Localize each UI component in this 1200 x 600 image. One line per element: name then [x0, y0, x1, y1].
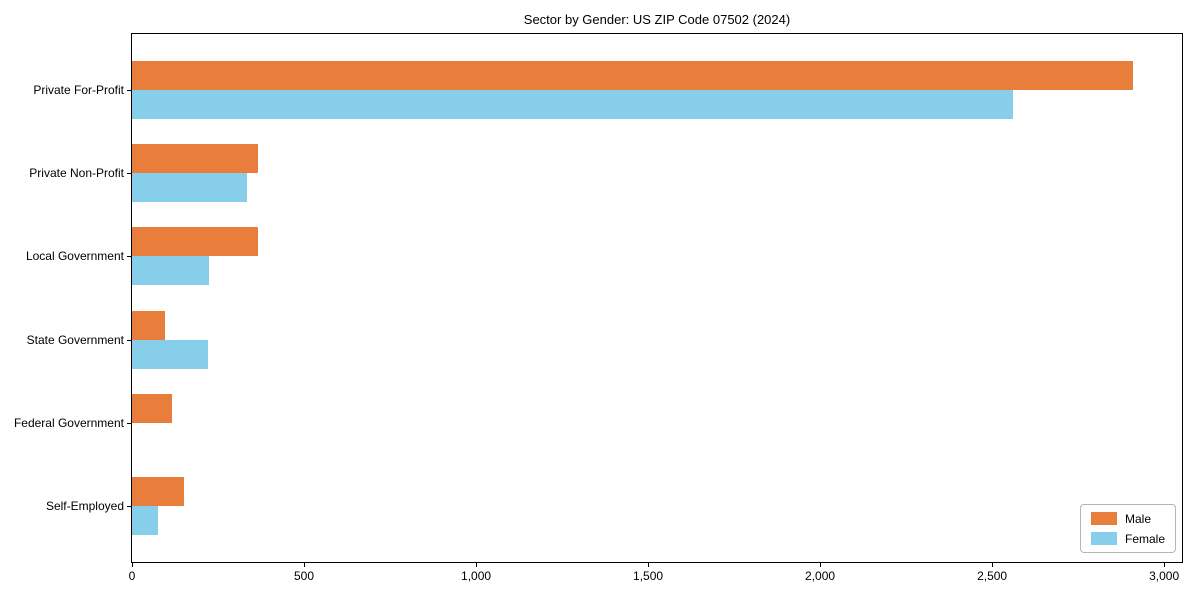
bar-female-0	[132, 90, 1013, 119]
x-tick-mark	[476, 563, 478, 567]
x-tick-mark	[304, 563, 306, 567]
x-tick-mark	[1164, 563, 1166, 567]
y-tick-label: State Government	[26, 332, 124, 347]
bar-female-3	[132, 339, 208, 369]
legend-entry-male: Male	[1090, 511, 1165, 526]
x-tick-label: 1,500	[633, 569, 664, 583]
x-tick-mark	[648, 563, 650, 567]
x-tick-label: 500	[294, 569, 315, 583]
x-tick-label: 0	[128, 569, 136, 583]
bar-male-1	[132, 144, 258, 174]
y-tick-label: Self-Employed	[45, 499, 124, 513]
bar-male-3	[132, 310, 165, 340]
bar-male-0	[132, 61, 1134, 90]
y-tick-mark	[127, 422, 131, 424]
y-tick-label: Private For-Profit	[33, 83, 124, 97]
x-tick-label: 3,000	[1149, 569, 1180, 583]
legend-swatch-male	[1090, 512, 1117, 525]
y-tick-mark	[127, 339, 131, 341]
x-tick-mark	[132, 563, 133, 567]
x-tick-label: 2,500	[977, 569, 1008, 583]
legend: Male Female	[1079, 504, 1176, 553]
plot-area: Male Female Private For-Profit Private No…	[14, 33, 1183, 582]
y-tick-mark	[127, 256, 131, 258]
legend-label-male: Male	[1124, 511, 1151, 526]
y-tick-label: Local Government	[25, 249, 124, 264]
chart-title: Sector by Gender: US ZIP Code 07502 (202…	[523, 12, 791, 27]
legend-label-female: Female	[1124, 531, 1165, 546]
x-tick-label: 1,000	[461, 569, 492, 583]
y-tick-mark	[127, 173, 131, 175]
x-tick-mark	[820, 563, 822, 567]
x-tick-mark	[992, 563, 994, 567]
bar-male-5	[132, 477, 184, 506]
legend-entry-female: Female	[1090, 531, 1165, 546]
bar-female-5	[132, 506, 158, 535]
bar-female-2	[132, 256, 210, 286]
x-tick-label: 2,000	[805, 569, 836, 583]
y-tick-mark	[127, 506, 131, 507]
bar-male-2	[132, 227, 258, 257]
y-tick-mark	[127, 90, 131, 91]
y-tick-label: Federal Government	[13, 415, 124, 430]
bar-female-1	[132, 173, 248, 203]
y-tick-label: Private Non-Profit	[29, 166, 124, 181]
legend-swatch-female	[1090, 532, 1117, 545]
bar-male-4	[132, 393, 172, 423]
